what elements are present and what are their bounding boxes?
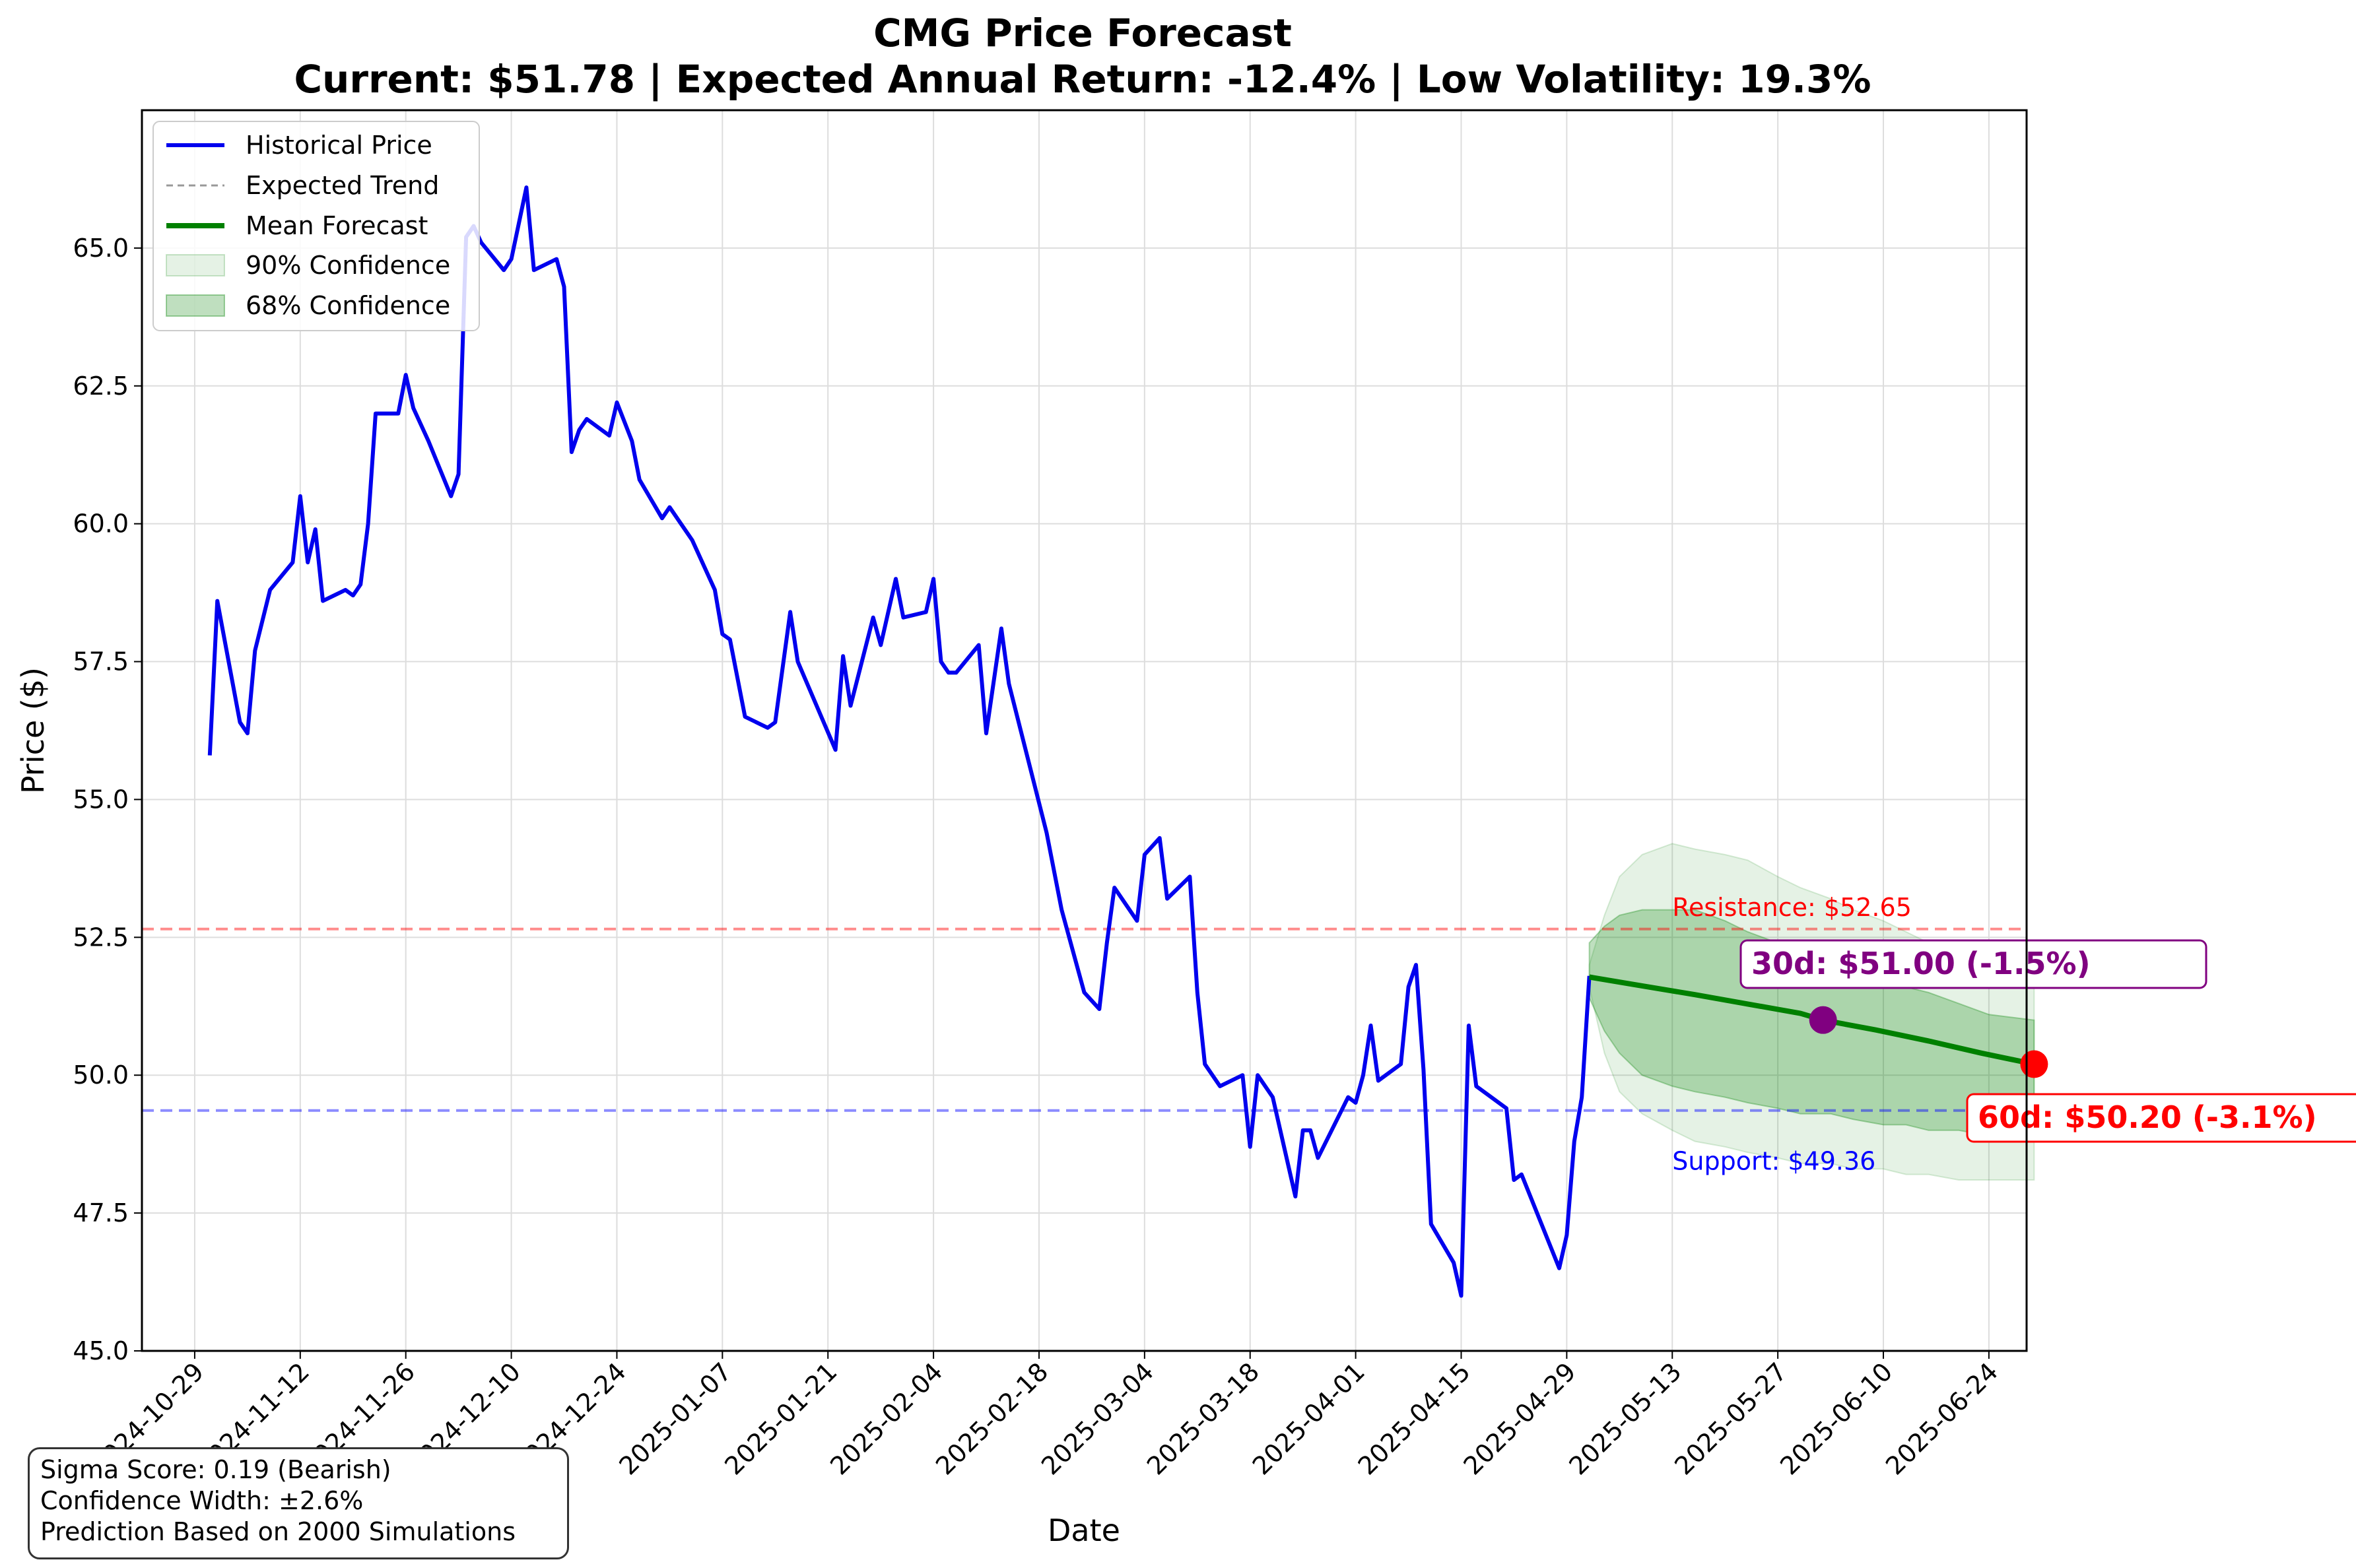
callout-60d-box	[1966, 1093, 2356, 1143]
support-label: Support: $49.36	[1672, 1147, 1875, 1176]
confidence-width-text: Confidence Width: ±2.6%	[40, 1486, 364, 1515]
band-90-area	[1588, 843, 2035, 1181]
legend-label-trend: Expected Trend	[246, 171, 439, 200]
x-tick-label: 2025-01-07	[613, 1357, 737, 1480]
y-axis-label: Price ($)	[15, 667, 51, 794]
x-tick-label: 2025-03-18	[1141, 1357, 1265, 1480]
simulation-count-text: Prediction Based on 2000 Simulations	[40, 1517, 516, 1546]
y-tick-label: 50.0	[73, 1061, 129, 1090]
x-tick-label: 2025-04-01	[1247, 1357, 1370, 1480]
callout-30d-box	[1739, 939, 2207, 989]
legend-label-mean: Mean Forecast	[246, 211, 428, 240]
y-tick-label: 52.5	[73, 923, 129, 952]
y-tick-label: 47.5	[73, 1198, 129, 1227]
y-tick-label: 65.0	[73, 234, 129, 263]
legend-label-band68: 68% Confidence	[246, 291, 450, 320]
historical-price-line	[207, 185, 1592, 1298]
callout-30d-text: 30d: $51.00 (-1.5%)	[1751, 946, 2091, 981]
legend-swatch-band90	[166, 254, 225, 277]
y-tick-label: 45.0	[73, 1336, 129, 1365]
plot-frame	[141, 109, 2028, 1352]
x-tick-label: 2025-03-04	[1036, 1357, 1159, 1480]
model-info-box: Sigma Score: 0.19 (Bearish) Confidence W…	[28, 1447, 569, 1559]
marker-30d	[1809, 1006, 1837, 1034]
x-tick-label: 2025-04-15	[1353, 1357, 1476, 1480]
x-tick-label: 2025-01-21	[719, 1357, 842, 1480]
marker-60d	[2020, 1050, 2048, 1078]
x-tick-label: 2025-06-10	[1774, 1357, 1898, 1480]
y-tick-label: 55.0	[73, 785, 129, 814]
reference-lines: Resistance: $52.65 Support: $49.36	[142, 893, 2027, 1176]
sigma-score-text: Sigma Score: 0.19 (Bearish)	[40, 1455, 391, 1484]
x-tick-label: 2025-06-24	[1880, 1357, 2003, 1480]
x-tick-label: 2025-05-13	[1563, 1357, 1687, 1480]
forecast-markers: 30d: $51.00 (-1.5%) 60d: $50.20 (-3.1%)	[1739, 939, 2356, 1143]
chart-legend: Historical Price Expected Trend Mean For…	[152, 121, 480, 331]
chart-subtitle: Current: $51.78 | Expected Annual Return…	[294, 57, 1871, 102]
y-tick-label: 62.5	[73, 372, 129, 401]
x-tick-label: 2025-02-04	[825, 1357, 948, 1480]
y-tick-label: 60.0	[73, 509, 129, 539]
resistance-label: Resistance: $52.65	[1672, 893, 1912, 922]
x-tick-label: 2025-04-29	[1458, 1357, 1581, 1480]
legend-swatch-band68	[166, 294, 225, 317]
legend-frame	[152, 121, 480, 331]
legend-label-band90: 90% Confidence	[246, 251, 450, 280]
chart-title: CMG Price Forecast	[873, 11, 1292, 55]
x-axis-label: Date	[1048, 1513, 1120, 1548]
historical-series	[207, 185, 1592, 1298]
y-axis-ticks: 45.0 47.5 50.0 52.5 55.0 57.5 60.0 62.5 65.0	[73, 234, 142, 1365]
y-tick-label: 57.5	[73, 647, 129, 676]
confidence-band-90	[1588, 843, 2035, 1181]
legend-label-historical: Historical Price	[246, 131, 432, 160]
grid-lines	[142, 110, 2027, 1352]
x-tick-label: 2025-05-27	[1669, 1357, 1792, 1480]
callout-60d-text: 60d: $50.20 (-3.1%)	[1978, 1099, 2317, 1135]
x-tick-label: 2025-02-18	[930, 1357, 1054, 1480]
